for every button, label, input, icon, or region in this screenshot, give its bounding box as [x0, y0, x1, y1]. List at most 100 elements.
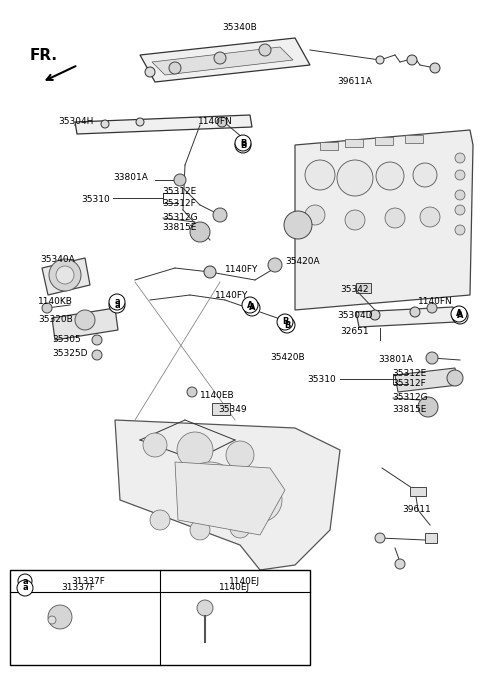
Bar — [375, 137, 393, 145]
Circle shape — [150, 510, 170, 530]
Circle shape — [174, 174, 186, 186]
Bar — [425, 533, 437, 543]
Circle shape — [17, 580, 33, 596]
Circle shape — [279, 317, 295, 333]
Circle shape — [455, 153, 465, 163]
Text: a: a — [22, 577, 28, 586]
Circle shape — [385, 208, 405, 228]
Circle shape — [455, 205, 465, 215]
Text: A: A — [456, 309, 462, 319]
Circle shape — [337, 160, 373, 196]
Circle shape — [136, 118, 144, 126]
Circle shape — [407, 55, 417, 65]
Circle shape — [48, 616, 56, 624]
Circle shape — [375, 533, 385, 543]
Text: a: a — [114, 300, 120, 309]
Text: B: B — [284, 321, 290, 330]
Text: 35310: 35310 — [307, 375, 336, 385]
Text: A: A — [457, 311, 463, 321]
Text: 35310: 35310 — [81, 195, 110, 204]
Text: a: a — [114, 298, 120, 306]
Circle shape — [190, 520, 210, 540]
Circle shape — [376, 162, 404, 190]
Text: 35320B: 35320B — [38, 315, 73, 325]
Text: 35420A: 35420A — [285, 257, 320, 266]
Polygon shape — [42, 258, 90, 295]
Circle shape — [177, 432, 213, 468]
Text: FR.: FR. — [30, 48, 58, 63]
Text: 35340A: 35340A — [40, 255, 75, 264]
Circle shape — [420, 207, 440, 227]
Polygon shape — [152, 47, 293, 75]
Circle shape — [18, 574, 32, 588]
Circle shape — [455, 225, 465, 235]
Text: 33801A: 33801A — [378, 355, 413, 364]
Text: 35312E: 35312E — [162, 187, 196, 197]
Text: 32651: 32651 — [341, 328, 369, 336]
Bar — [212, 403, 230, 415]
Circle shape — [75, 310, 95, 330]
Circle shape — [259, 44, 271, 56]
Circle shape — [109, 297, 125, 313]
Text: 1140FN: 1140FN — [418, 298, 453, 306]
Text: B: B — [282, 317, 288, 326]
Circle shape — [427, 303, 437, 313]
Text: A: A — [247, 300, 253, 309]
Circle shape — [48, 605, 72, 629]
Text: 33815E: 33815E — [162, 223, 196, 232]
Circle shape — [284, 211, 312, 239]
Circle shape — [455, 170, 465, 180]
Text: 1140FY: 1140FY — [215, 291, 248, 300]
Circle shape — [56, 266, 74, 284]
Circle shape — [410, 307, 420, 317]
Circle shape — [376, 56, 384, 64]
Text: 35304D: 35304D — [337, 311, 373, 319]
Text: 1140KB: 1140KB — [38, 298, 73, 306]
Bar — [405, 135, 423, 143]
Circle shape — [49, 259, 81, 291]
Circle shape — [370, 310, 380, 320]
Text: 1140FY: 1140FY — [225, 266, 258, 274]
Circle shape — [242, 297, 258, 313]
Text: 35312G: 35312G — [392, 392, 428, 402]
Text: 35342: 35342 — [341, 285, 369, 294]
Circle shape — [244, 300, 260, 316]
Circle shape — [145, 67, 155, 77]
Circle shape — [395, 559, 405, 569]
Circle shape — [235, 135, 251, 151]
Bar — [410, 487, 426, 496]
Polygon shape — [295, 130, 473, 310]
Text: 35420B: 35420B — [270, 353, 305, 362]
Circle shape — [101, 120, 109, 128]
Text: B: B — [240, 140, 246, 150]
Circle shape — [182, 462, 238, 518]
Circle shape — [452, 308, 468, 324]
Circle shape — [92, 350, 102, 360]
Text: 35305: 35305 — [52, 336, 81, 345]
Circle shape — [277, 314, 293, 330]
Text: 39611: 39611 — [402, 505, 431, 515]
Text: 1140EJ: 1140EJ — [219, 584, 251, 592]
Circle shape — [42, 303, 52, 313]
Circle shape — [197, 600, 213, 616]
Text: 1140EB: 1140EB — [200, 390, 235, 400]
Circle shape — [305, 160, 335, 190]
Text: 1140EJ: 1140EJ — [229, 577, 261, 586]
Circle shape — [235, 137, 251, 153]
Text: 35312G: 35312G — [162, 212, 198, 221]
Circle shape — [204, 266, 216, 278]
Circle shape — [214, 52, 226, 64]
Circle shape — [426, 352, 438, 364]
Circle shape — [305, 205, 325, 225]
Polygon shape — [395, 368, 458, 392]
Circle shape — [169, 62, 181, 74]
Polygon shape — [52, 308, 118, 340]
Text: 35325D: 35325D — [52, 349, 87, 358]
Polygon shape — [140, 38, 310, 82]
Polygon shape — [75, 115, 252, 134]
Circle shape — [187, 387, 197, 397]
Text: 31337F: 31337F — [61, 584, 95, 592]
Text: 35340B: 35340B — [223, 24, 257, 33]
Text: B: B — [240, 138, 246, 148]
Circle shape — [238, 478, 282, 522]
